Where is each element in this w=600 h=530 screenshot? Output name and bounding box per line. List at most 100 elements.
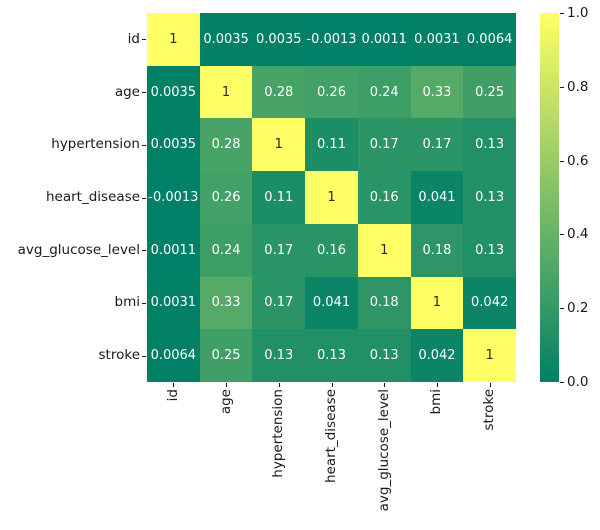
heatmap-cell-heart_disease-bmi: 0.041 <box>410 171 464 224</box>
x-tick-label-age: age <box>217 389 234 415</box>
heatmap-cell-id-bmi: 0.0031 <box>410 13 464 66</box>
colorbar <box>540 13 559 382</box>
cell-annotation: 0.28 <box>211 137 241 153</box>
y-axis-tick <box>142 250 146 252</box>
cell-annotation: 0.24 <box>369 84 399 100</box>
cell-annotation: 1 <box>327 189 336 205</box>
x-tick-label-id: id <box>164 389 181 402</box>
y-axis-tick <box>142 302 146 304</box>
cell-annotation: 0.16 <box>317 242 346 258</box>
heatmap-cell-bmi-bmi: 1 <box>410 276 464 330</box>
colorbar-tick <box>560 13 564 14</box>
cell-annotation: 1 <box>221 84 231 100</box>
x-axis-tick <box>173 383 175 387</box>
heatmap-cell-avg_glucose_level-heart_disease: 0.16 <box>305 223 358 277</box>
colorbar-tick-label: 0.6 <box>567 152 589 169</box>
x-axis-tick <box>489 383 491 387</box>
y-axis-tick <box>142 92 146 94</box>
y-axis-tick <box>142 197 146 199</box>
heatmap-cell-hypertension-heart_disease: 0.11 <box>305 118 358 172</box>
heatmap-cell-bmi-hypertension: 0.17 <box>252 276 306 330</box>
cell-annotation: 0.0035 <box>256 31 302 47</box>
colorbar-tick-label: 0.4 <box>567 226 589 243</box>
cell-annotation: 0.17 <box>264 295 294 311</box>
cell-annotation: 0.18 <box>422 242 452 258</box>
cell-annotation: 0.042 <box>471 295 509 311</box>
cell-annotation: 0.13 <box>475 189 505 205</box>
heatmap-cell-age-stroke: 0.25 <box>463 65 516 119</box>
x-tick-label-hypertension: hypertension <box>270 389 287 478</box>
cell-annotation: 0.28 <box>264 84 294 100</box>
y-tick-label-heart_disease: heart_disease <box>46 189 140 205</box>
cell-annotation: 0.0064 <box>150 348 197 364</box>
cell-annotation: 0.33 <box>422 84 452 100</box>
cell-annotation: 1 <box>485 348 494 364</box>
y-axis-tick <box>142 355 146 357</box>
cell-annotation: 0.13 <box>317 348 346 364</box>
colorbar-tick-label: 0.2 <box>567 300 589 317</box>
colorbar-tick-label: 0.8 <box>567 78 589 95</box>
heatmap-cell-hypertension-hypertension: 1 <box>252 118 306 172</box>
cell-annotation: 0.0035 <box>150 137 197 153</box>
heatmap-cell-heart_disease-hypertension: 0.11 <box>252 171 306 224</box>
x-tick-label-bmi: bmi <box>428 389 445 415</box>
cell-annotation: 1 <box>274 137 283 153</box>
heatmap-cell-stroke-bmi: 0.042 <box>410 329 464 382</box>
heatmap-cell-avg_glucose_level-hypertension: 0.17 <box>252 223 306 277</box>
cell-annotation: 0.11 <box>264 189 294 205</box>
heatmap-cell-heart_disease-avg_glucose_level: 0.16 <box>357 171 411 224</box>
cell-annotation: 0.0031 <box>414 31 460 47</box>
x-axis-tick <box>436 383 438 387</box>
cell-annotation: 0.041 <box>418 189 456 205</box>
x-axis-tick <box>331 383 333 387</box>
cell-annotation: 0.17 <box>264 242 294 258</box>
x-axis-tick <box>226 383 228 387</box>
colorbar-tick <box>560 234 564 236</box>
heatmap-cell-hypertension-bmi: 0.17 <box>410 118 464 172</box>
cell-annotation: 0.24 <box>211 242 241 258</box>
cell-annotation: 0.13 <box>369 348 399 364</box>
heatmap-cell-stroke-stroke: 1 <box>463 329 516 382</box>
colorbar-tick <box>560 160 564 162</box>
cell-annotation: 0.0011 <box>361 31 407 47</box>
cell-annotation: 0.0064 <box>466 31 513 47</box>
y-tick-label-avg_glucose_level: avg_glucose_level <box>17 241 140 258</box>
heatmap-cell-hypertension-age: 0.28 <box>199 118 253 172</box>
y-axis-tick <box>142 39 146 41</box>
heatmap-cell-bmi-id: 0.0031 <box>147 276 200 330</box>
cell-annotation: 0.13 <box>264 348 294 364</box>
heatmap-cell-age-heart_disease: 0.26 <box>305 65 358 119</box>
heatmap-cell-hypertension-stroke: 0.13 <box>463 118 516 172</box>
cell-annotation: 0.17 <box>422 137 452 153</box>
heatmap-cell-bmi-heart_disease: 0.041 <box>305 276 358 330</box>
cell-annotation: 0.16 <box>369 189 399 205</box>
cell-annotation: 0.0031 <box>150 295 197 311</box>
cell-annotation: 0.0035 <box>150 84 197 100</box>
cell-annotation: 0.26 <box>211 189 241 205</box>
heatmap-cell-avg_glucose_level-avg_glucose_level: 1 <box>357 223 411 277</box>
cell-annotation: 0.042 <box>418 348 456 364</box>
cell-annotation: 0.041 <box>312 295 351 311</box>
heatmap-cell-bmi-stroke: 0.042 <box>463 276 516 330</box>
x-tick-label-heart_disease: heart_disease <box>323 389 339 483</box>
heatmap-cell-stroke-id: 0.0064 <box>147 329 200 382</box>
x-axis-tick <box>278 383 280 387</box>
x-tick-label-stroke: stroke <box>481 389 498 431</box>
heatmap-cell-stroke-hypertension: 0.13 <box>252 329 306 382</box>
heatmap-cell-hypertension-id: 0.0035 <box>147 118 200 172</box>
heatmap-grid: 1 0.0035 0.0035 -0.0013 0.0011 0.0031 0.0064 0.… <box>147 13 516 382</box>
cell-annotation: 0.26 <box>317 84 346 100</box>
cell-annotation: 0.33 <box>211 295 241 311</box>
heatmap-cell-bmi-avg_glucose_level: 0.18 <box>357 276 411 330</box>
colorbar-tick <box>560 382 564 383</box>
heatmap-cell-heart_disease-id: -0.0013 <box>147 171 200 224</box>
cell-annotation: -0.0013 <box>306 31 357 47</box>
heatmap-cell-id-heart_disease: -0.0013 <box>305 13 358 66</box>
colorbar-tick-label: 0.0 <box>567 374 589 390</box>
cell-annotation: 0.0035 <box>203 31 249 47</box>
cell-annotation: 0.13 <box>475 242 505 258</box>
heatmap-cell-age-hypertension: 0.28 <box>252 65 306 119</box>
heatmap-cell-id-hypertension: 0.0035 <box>252 13 306 66</box>
heatmap-cell-id-id: 1 <box>147 13 200 66</box>
